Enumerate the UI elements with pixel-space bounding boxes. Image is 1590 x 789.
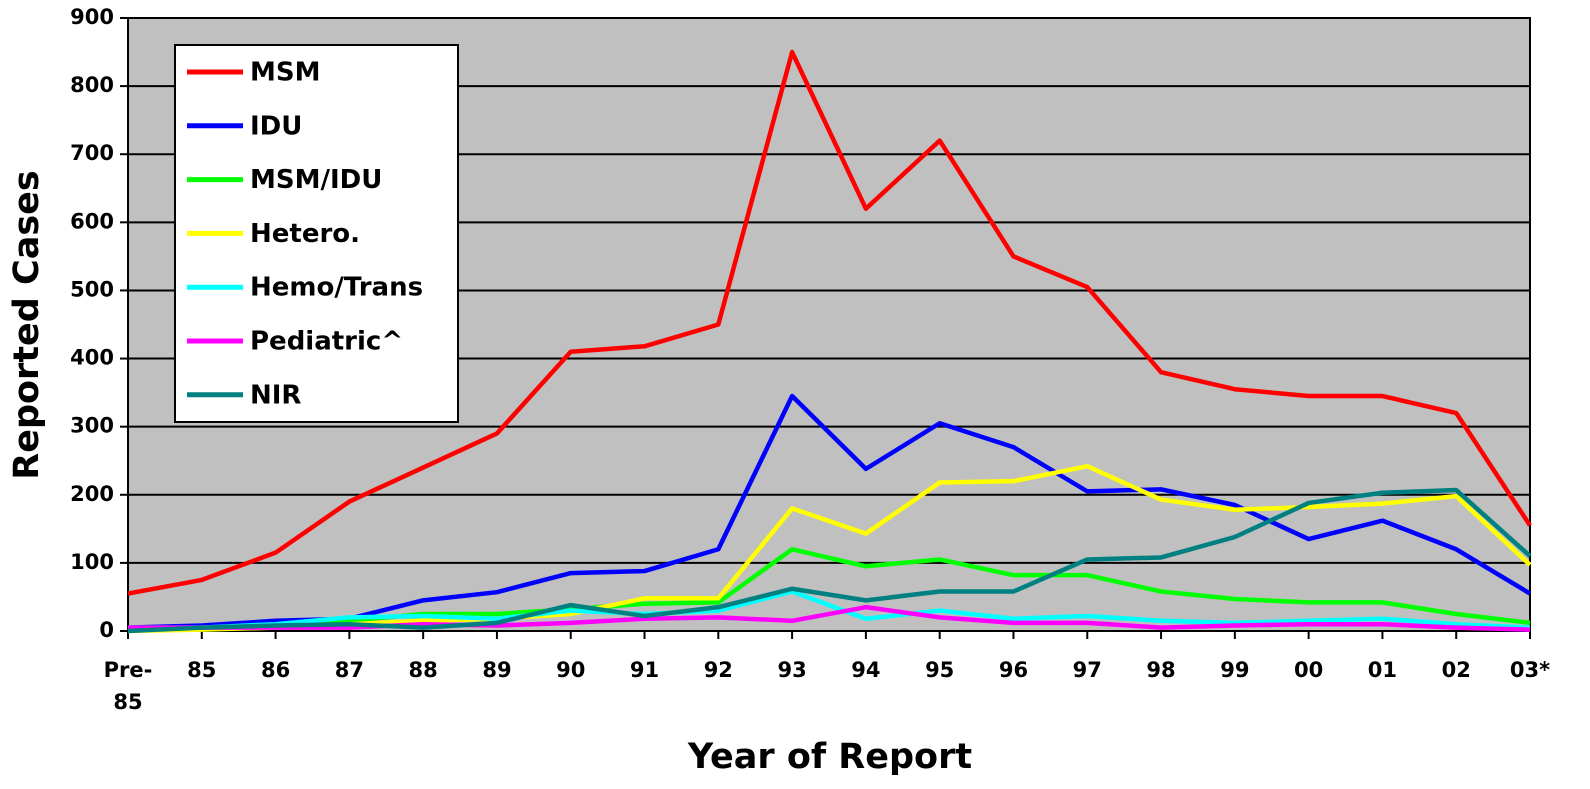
y-axis-title: Reported Cases xyxy=(7,170,47,479)
legend-label: IDU xyxy=(250,111,302,141)
y-tick-label: 500 xyxy=(70,277,114,301)
series-line xyxy=(127,547,1531,632)
x-tick-label: 93 xyxy=(777,658,806,682)
x-tick-label: 95 xyxy=(925,658,954,682)
x-tick-label: 98 xyxy=(1146,658,1175,682)
y-tick-label: 400 xyxy=(70,346,114,370)
series-line xyxy=(127,49,1532,596)
y-tick-label: 300 xyxy=(70,414,114,438)
x-tick-label: 89 xyxy=(482,658,511,682)
legend-label: MSM/IDU xyxy=(250,165,382,195)
x-tick-label: 91 xyxy=(630,658,659,682)
x-tick-label: 02 xyxy=(1442,658,1471,682)
series-line xyxy=(127,487,1532,634)
x-tick-label: 01 xyxy=(1368,658,1397,682)
legend-label: Hetero. xyxy=(250,219,360,249)
series-line xyxy=(128,589,1531,630)
series-line xyxy=(128,604,1531,632)
y-tick-label: 0 xyxy=(99,618,114,642)
x-tick-label: 03* xyxy=(1510,658,1550,682)
y-tick-label: 600 xyxy=(70,209,114,233)
y-tick-label: 200 xyxy=(70,482,114,506)
x-tick-label: 00 xyxy=(1294,658,1323,682)
x-tick-label: 92 xyxy=(704,658,733,682)
x-tick-label: 90 xyxy=(556,658,585,682)
y-tick-label: 700 xyxy=(70,141,114,165)
x-tick-label: 87 xyxy=(335,658,364,682)
legend-label: Hemo/Trans xyxy=(250,273,423,303)
x-axis-title: Year of Report xyxy=(687,737,972,777)
x-tick-label: 97 xyxy=(1073,658,1102,682)
x-tick-label: 96 xyxy=(999,658,1028,682)
x-tick-label: 85 xyxy=(187,658,216,682)
y-tick-label: 100 xyxy=(70,550,114,574)
y-tick-label: 900 xyxy=(70,5,114,29)
legend-label: NIR xyxy=(250,380,301,410)
x-tick-label: 94 xyxy=(851,658,880,682)
x-tick-label: 88 xyxy=(409,658,438,682)
y-tick-label: 800 xyxy=(70,73,114,97)
x-tick-label: Pre-85 xyxy=(104,658,153,714)
x-tick-label: 99 xyxy=(1220,658,1249,682)
legend-label: MSM xyxy=(250,58,320,88)
x-tick-label: 86 xyxy=(261,658,290,682)
legend-label: Pediatric^ xyxy=(250,327,403,357)
plot-border xyxy=(127,17,1531,632)
